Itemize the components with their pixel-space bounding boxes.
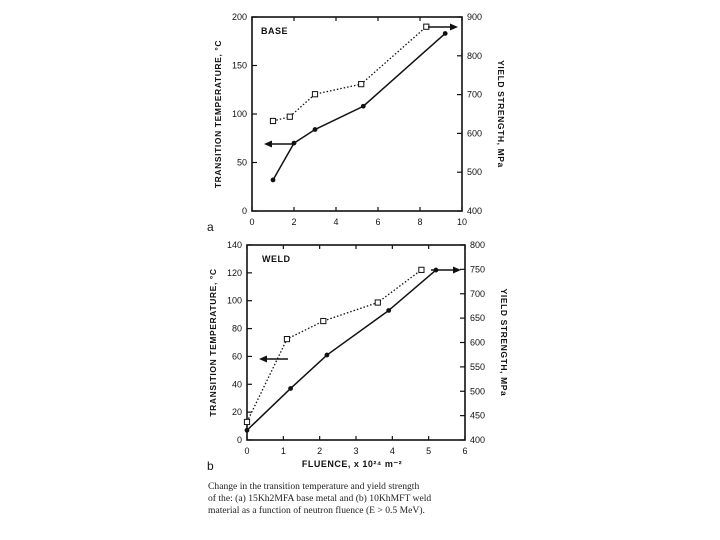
x-tick-label: 6 — [375, 217, 380, 227]
y-right-tick-label: 800 — [467, 51, 482, 61]
series-line — [246, 269, 437, 431]
y-left-axis-title: TRANSITION TEMPERATURE, °C — [213, 40, 223, 188]
x-tick-label: 1 — [281, 446, 286, 456]
figure-caption: Change in the transition temperature and… — [208, 481, 508, 517]
x-tick-label: 8 — [417, 217, 422, 227]
panel-label-base: BASE — [261, 26, 288, 36]
y-left-tick-label: 100 — [227, 296, 242, 306]
y-left-tick-label: 140 — [227, 240, 242, 250]
data-point — [442, 31, 448, 36]
arrow-head — [453, 266, 461, 274]
data-point — [386, 308, 392, 313]
data-point — [358, 81, 365, 88]
left-axis-arrow-icon — [264, 140, 293, 148]
arrow-head — [264, 140, 272, 148]
series-line — [246, 269, 422, 423]
data-point — [269, 117, 277, 125]
caption-line-1: Change in the transition temperature and… — [208, 481, 420, 492]
y-right-tick-label: 800 — [470, 240, 485, 250]
y-right-tick-label: 700 — [470, 289, 485, 299]
right-axis-arrow-icon — [428, 23, 458, 31]
y-right-tick-label: 500 — [467, 167, 482, 177]
data-point — [374, 299, 381, 306]
y-right-tick-label: 750 — [470, 264, 485, 274]
data-point — [418, 266, 425, 273]
arrow-head — [450, 23, 458, 31]
series-yield-strength — [269, 23, 430, 125]
x-tick-label: 0 — [244, 446, 249, 456]
y-left-tick-label: 60 — [232, 351, 242, 361]
y-right-tick-label: 550 — [470, 362, 485, 372]
x-tick-label: 4 — [333, 217, 338, 227]
data-point — [291, 140, 297, 146]
y-right-tick-label: 400 — [470, 435, 485, 445]
y-left-tick-label: 40 — [232, 379, 242, 389]
series-yield-strength — [243, 266, 425, 426]
series-line — [272, 32, 446, 181]
x-tick-label: 10 — [457, 217, 467, 227]
y-right-tick-label: 400 — [467, 206, 482, 216]
y-left-tick-label: 0 — [242, 206, 247, 216]
right-axis-arrow-icon — [431, 266, 461, 274]
y-left-tick-label: 0 — [237, 435, 242, 445]
data-point — [286, 113, 293, 120]
chart-panel-a: 0 2 4 6 8 10050100150200400500600700800900TRA… — [207, 12, 506, 234]
y-right-tick-label: 600 — [470, 338, 485, 348]
y-left-tick-label: 50 — [237, 158, 247, 168]
data-point — [288, 386, 293, 391]
x-tick-label: 5 — [426, 446, 431, 456]
x-tick-label: 6 — [462, 446, 467, 456]
arrow-head — [259, 355, 267, 363]
chart-panel-b: 0 1 2 3 4 5 6020406080100120140400450500550600… — [207, 240, 509, 473]
x-tick-label: 4 — [390, 446, 395, 456]
data-point — [311, 91, 319, 98]
y-right-tick-label: 650 — [470, 313, 485, 323]
y-left-tick-label: 200 — [232, 12, 247, 22]
data-point — [244, 427, 250, 433]
y-right-tick-label: 450 — [470, 411, 485, 421]
plot-frame — [246, 244, 466, 441]
data-point — [270, 177, 276, 183]
data-point — [324, 352, 330, 358]
y-right-axis-title: YIELD STRENGTH, MPa — [496, 60, 506, 168]
data-point — [283, 335, 291, 343]
y-left-tick-label: 80 — [232, 324, 242, 334]
panel-letter-b: b — [207, 459, 214, 473]
y-left-tick-label: 120 — [227, 268, 242, 278]
x-tick-label: 3 — [353, 446, 358, 456]
y-right-tick-label: 500 — [470, 386, 485, 396]
y-left-tick-label: 150 — [232, 61, 247, 71]
panel-letter-a: a — [207, 220, 214, 234]
data-point — [312, 127, 318, 132]
caption-line-3: material as a function of neutron fluenc… — [208, 505, 425, 516]
data-point — [320, 317, 327, 325]
y-left-axis-title: TRANSITION TEMPERATURE, °C — [208, 268, 218, 416]
y-right-tick-label: 900 — [467, 12, 482, 22]
data-point — [360, 103, 366, 109]
x-tick-label: 0 — [249, 217, 254, 227]
x-tick-label: 2 — [317, 446, 322, 456]
y-right-tick-label: 600 — [467, 128, 482, 138]
series-line — [272, 26, 427, 122]
caption-line-2: of the: (a) 15Kh2MFA base metal and (b) … — [208, 493, 432, 504]
y-right-tick-label: 700 — [467, 90, 482, 100]
y-left-tick-label: 20 — [232, 407, 242, 417]
y-left-tick-label: 100 — [232, 109, 247, 119]
y-right-axis-title: YIELD STRENGTH, MPa — [499, 289, 509, 397]
data-point — [243, 418, 251, 426]
series-transition-temperature — [244, 267, 439, 433]
panel-label-weld: WELD — [262, 254, 291, 264]
x-axis-title: FLUENCE, x 10²⁴ m⁻² — [302, 459, 402, 469]
series-transition-temperature — [270, 31, 448, 183]
left-axis-arrow-icon — [259, 355, 288, 363]
x-tick-label: 2 — [291, 217, 296, 227]
